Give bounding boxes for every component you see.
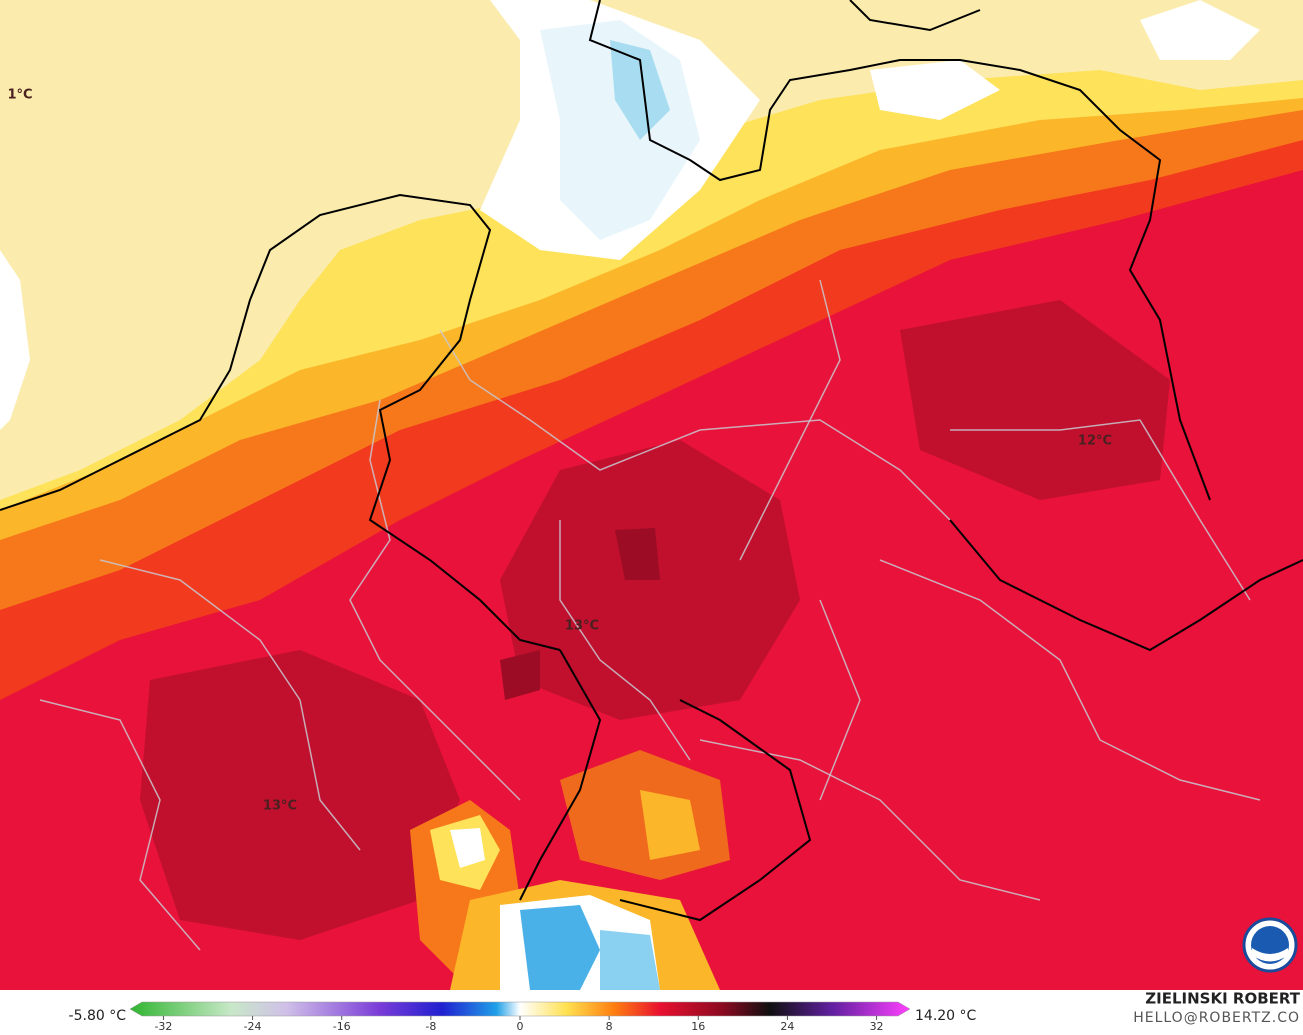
colorbar-tick-label: -32 xyxy=(154,1020,172,1033)
credit-name: ZIELINSKI ROBERT xyxy=(1145,990,1300,1008)
temperature-label: 1°C xyxy=(7,88,32,103)
colorbar-tick-label: 16 xyxy=(691,1020,705,1033)
colorbar-tick-label: 24 xyxy=(780,1020,794,1033)
borders xyxy=(39,279,1261,951)
credit-contact: HELLO@ROBERTZ.CO xyxy=(1133,1010,1300,1026)
colorbar-tick-label: 0 xyxy=(517,1020,524,1033)
colorbar-tick-label: 32 xyxy=(870,1020,884,1033)
temperature-label: 13°C xyxy=(565,619,599,634)
temperature-label: 12°C xyxy=(1078,434,1112,449)
colorbar-tick-label: -16 xyxy=(333,1020,351,1033)
colorbar-tick-label: -8 xyxy=(425,1020,436,1033)
colorbar-tick-label: -24 xyxy=(244,1020,262,1033)
colorbar-min: -5.80 °C xyxy=(69,1008,127,1024)
noaa-logo xyxy=(1242,917,1298,973)
temperature-label: 13°C xyxy=(263,799,297,814)
colorbar xyxy=(129,1001,911,1017)
colorbar-max: 14.20 °C xyxy=(915,1008,977,1024)
coastlines xyxy=(0,0,1303,922)
temperature-field xyxy=(0,0,1303,990)
colorbar-tick-label: 8 xyxy=(606,1020,613,1033)
